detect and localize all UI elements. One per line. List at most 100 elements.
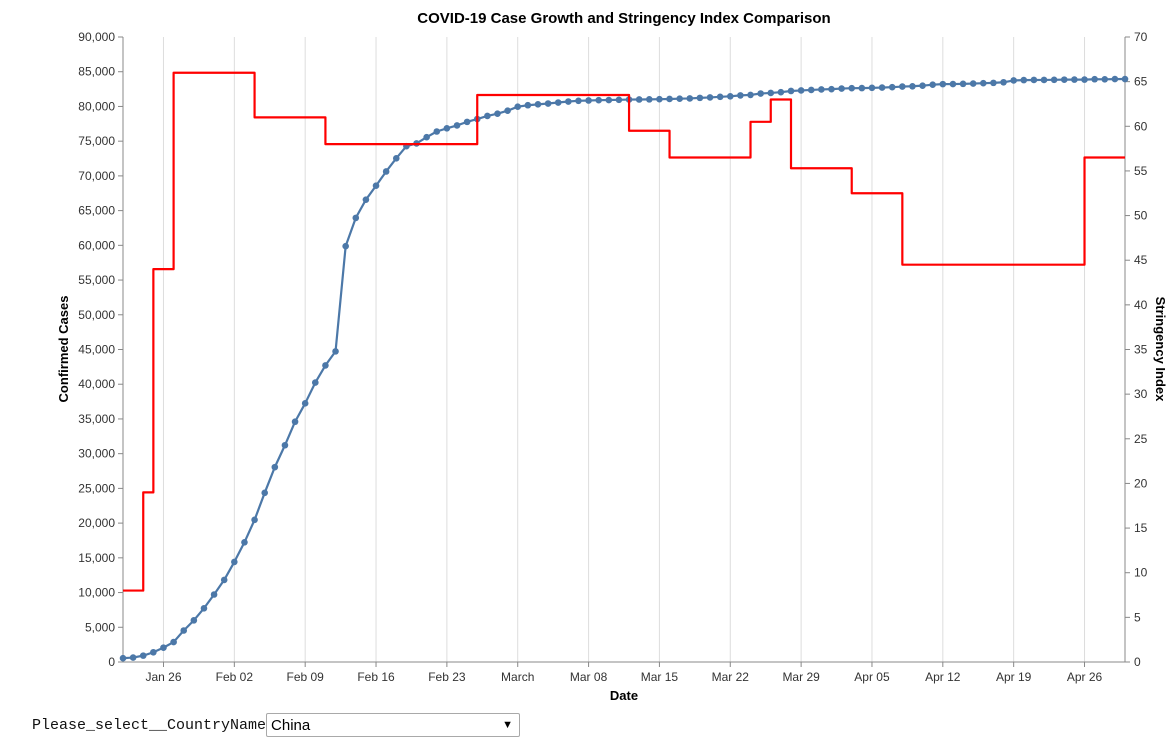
confirmed-cases-point <box>646 96 653 103</box>
confirmed-cases-point <box>757 90 764 97</box>
chart-title: COVID-19 Case Growth and Stringency Inde… <box>417 10 830 27</box>
confirmed-cases-point <box>231 558 238 566</box>
confirmed-cases-point <box>656 95 663 103</box>
confirmed-cases-point <box>281 441 289 449</box>
confirmed-cases-point <box>595 96 602 104</box>
confirmed-cases-point <box>180 627 188 634</box>
country-select[interactable]: China ▼ <box>266 713 521 737</box>
confirmed-cases-point <box>1071 76 1078 83</box>
confirmed-cases-point <box>848 84 856 92</box>
confirmed-cases-point <box>726 93 734 100</box>
left-y-tick-label: 0 <box>108 655 115 669</box>
confirmed-cases-point <box>423 133 430 141</box>
confirmed-cases-point <box>747 91 754 99</box>
confirmed-cases-point <box>980 79 987 87</box>
left-y-axis: 0 5,000 10,000 15,000 20,000 25,000 30,000 35,0… <box>78 30 124 669</box>
confirmed-cases-point <box>210 591 218 598</box>
confirmed-cases-point <box>1081 76 1088 83</box>
confirmed-cases-point <box>251 516 258 524</box>
confirmed-cases-point <box>1020 76 1028 84</box>
left-y-tick-label: 85,000 <box>78 65 115 79</box>
confirmed-cases-point <box>858 84 866 92</box>
confirmed-cases-point <box>170 638 177 646</box>
left-y-tick-label: 10,000 <box>78 586 115 600</box>
confirmed-cases-point <box>312 379 319 386</box>
confirmed-cases-point <box>990 79 997 87</box>
confirmed-cases-point <box>828 85 835 93</box>
x-tick-label: Mar 08 <box>570 670 608 684</box>
confirmed-cases-point <box>1040 76 1048 84</box>
confirmed-cases-point <box>939 80 947 88</box>
confirmed-cases-point <box>676 95 683 102</box>
confirmed-cases-point <box>1010 77 1017 84</box>
confirmed-cases-point <box>1000 78 1007 86</box>
confirmed-cases-point <box>139 652 147 659</box>
left-y-tick-label: 15,000 <box>78 551 115 565</box>
x-tick-label: Feb 16 <box>357 670 395 684</box>
confirmed-cases-point <box>433 128 441 135</box>
confirmed-cases-point <box>200 604 208 612</box>
confirmed-cases-point <box>453 122 461 129</box>
confirmed-cases-point <box>484 112 491 120</box>
x-tick-label: Mar 29 <box>782 670 820 684</box>
right-y-tick-label: 60 <box>1134 119 1148 133</box>
confirmed-cases-point <box>494 110 501 117</box>
confirmed-cases-point <box>504 107 511 114</box>
confirmed-cases-point <box>342 242 349 250</box>
confirmed-cases-point <box>220 576 228 584</box>
country-selector: Please_select__CountryName China ▼ <box>32 712 521 738</box>
confirmed-cases-point <box>190 617 198 624</box>
confirmed-cases-point <box>969 80 977 87</box>
confirmed-cases-point <box>919 82 926 89</box>
left-y-tick-label: 40,000 <box>78 377 115 391</box>
confirmed-cases-point <box>959 80 967 88</box>
confirmed-cases-point <box>261 489 268 497</box>
chart: COVID-19 Case Growth and Stringency Inde… <box>56 10 1168 703</box>
left-y-tick-label: 60,000 <box>78 238 115 252</box>
confirmed-cases-point <box>352 214 360 222</box>
confirmed-cases-point <box>382 168 390 175</box>
x-tick-label: Feb 09 <box>287 670 325 684</box>
confirmed-cases-point <box>635 96 643 103</box>
left-y-tick-label: 55,000 <box>78 273 115 287</box>
confirmed-cases-point <box>534 101 542 108</box>
x-tick-label: Feb 02 <box>216 670 254 684</box>
confirmed-cases-point <box>554 99 562 106</box>
confirmed-cases-point <box>372 182 380 190</box>
left-y-tick-label: 50,000 <box>78 308 115 322</box>
stringency-index-line <box>123 71 1125 592</box>
confirmed-cases-point <box>706 94 714 101</box>
confirmed-cases-point <box>615 96 623 104</box>
country-select-label: Please_select__CountryName <box>32 716 267 734</box>
left-y-tick-label: 80,000 <box>78 99 115 113</box>
x-tick-label: Mar 15 <box>641 670 679 684</box>
right-y-tick-label: 10 <box>1134 566 1148 580</box>
confirmed-cases-point <box>362 196 370 203</box>
left-y-tick-label: 25,000 <box>78 481 115 495</box>
right-y-tick-label: 35 <box>1134 343 1148 357</box>
x-tick-label: Mar 22 <box>712 670 750 684</box>
left-y-tick-label: 65,000 <box>78 204 115 218</box>
right-y-axis-title: Stringency Index <box>1153 297 1168 403</box>
x-tick-label: Jan 26 <box>145 670 181 684</box>
confirmed-cases-point <box>332 348 339 355</box>
confirmed-cases-point <box>899 83 906 90</box>
confirmed-cases-point <box>1121 75 1129 83</box>
confirmed-cases-point <box>150 648 157 656</box>
confirmed-cases-line <box>122 77 1126 660</box>
confirmed-cases-point <box>392 155 400 162</box>
right-y-tick-label: 30 <box>1134 387 1148 401</box>
left-y-tick-label: 35,000 <box>78 412 115 426</box>
x-tick-label: Feb 23 <box>428 670 466 684</box>
confirmed-cases-point <box>301 400 309 407</box>
confirmed-cases-point <box>322 362 329 369</box>
right-y-tick-label: 50 <box>1134 209 1148 223</box>
confirmed-cases-point <box>463 118 471 126</box>
left-y-axis-title: Confirmed Cases <box>56 296 71 403</box>
confirmed-cases-point <box>544 100 552 107</box>
confirmed-cases-point <box>909 82 916 90</box>
right-y-tick-label: 45 <box>1134 253 1148 267</box>
confirmed-cases-point <box>1050 76 1058 84</box>
confirmed-cases-point <box>575 97 582 105</box>
x-tick-label: March <box>501 670 534 684</box>
